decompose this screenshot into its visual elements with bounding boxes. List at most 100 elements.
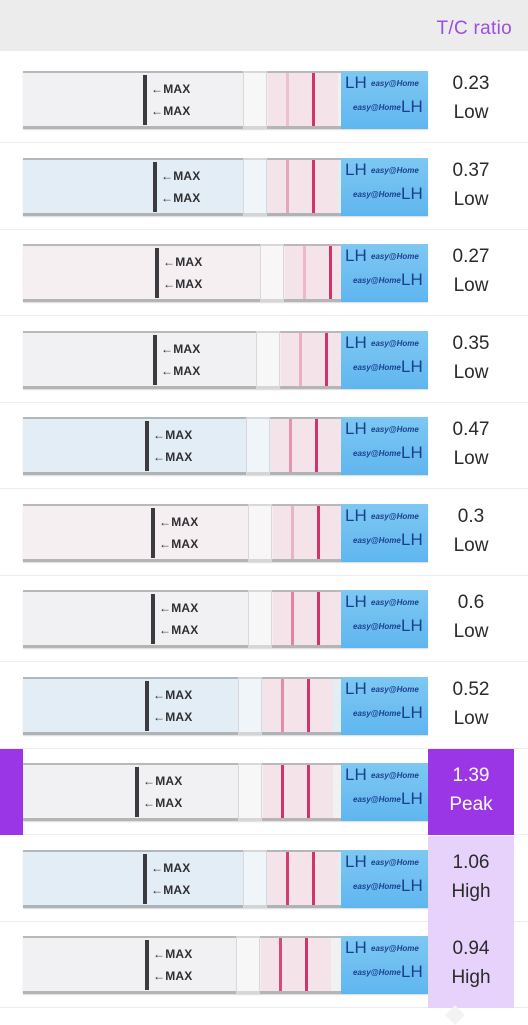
lh-label: LH (401, 616, 423, 635)
control-line (312, 73, 315, 126)
strip-bottom-edge (23, 645, 428, 648)
brand-label: easy@Home (353, 795, 401, 804)
lh-label: LH (345, 592, 367, 611)
result-window (268, 73, 338, 126)
max-line-marker (151, 507, 155, 558)
lh-level-label: Low (453, 188, 489, 210)
max-label: ←MAX (153, 969, 193, 983)
strip-top-edge (23, 763, 428, 765)
control-line (317, 505, 320, 559)
brand-logo-panel: LH easy@Home easy@Home LH (341, 503, 428, 562)
test-row[interactable]: ←MAX ←MAX LH easy@Home easy@Home LH 0.3 Low (0, 490, 528, 576)
result-window (263, 678, 333, 732)
control-line (307, 678, 310, 732)
brand-label: easy@Home (371, 252, 419, 261)
tc-ratio-value: 0.52 (452, 678, 490, 700)
strip-top-edge (23, 71, 428, 73)
max-label: ←MAX (161, 168, 201, 183)
max-label: ←MAX (163, 255, 203, 269)
brand-label: easy@Home (353, 276, 401, 285)
result-window (268, 159, 338, 213)
strip-bottom-edge (23, 472, 428, 475)
brand-label: easy@Home (371, 857, 419, 867)
control-line (317, 592, 320, 645)
test-line (303, 246, 306, 299)
test-row[interactable]: ←MAX ←MAX LH easy@Home easy@Home LH 1.06 High (0, 835, 528, 922)
lh-level-label: High (451, 880, 491, 902)
test-row[interactable]: ←MAX ←MAX LH easy@Home easy@Home LH 0.23 Low (0, 57, 528, 143)
max-label: ←MAX (151, 104, 191, 118)
test-row[interactable]: ←MAX ←MAX LH easy@Home easy@Home LH 0.94 High (0, 922, 528, 1008)
max-label: ←MAX (153, 450, 193, 464)
tc-ratio-cell: 0.23 Low (428, 57, 514, 143)
tc-ratio-cell: 0.6 Low (428, 576, 514, 662)
lh-label: LH (345, 678, 367, 698)
brand-logo-panel: LH easy@Home easy@Home LH (341, 417, 428, 475)
tc-ratio-cell: 1.06 High (428, 835, 514, 922)
lh-level-label: Low (453, 102, 489, 123)
brand-label: easy@Home (353, 189, 401, 199)
result-window (271, 419, 341, 472)
lh-label: LH (345, 505, 367, 525)
max-line-marker (155, 248, 159, 298)
test-row[interactable]: ←MAX ←MAX LH easy@Home easy@Home LH 1.39 Peak (0, 749, 528, 835)
tc-ratio-value: 0.23 (452, 73, 490, 94)
brand-logo-panel: LH easy@Home easy@Home LH (341, 676, 428, 735)
brand-logo-panel: LH easy@Home easy@Home LH (341, 936, 428, 994)
test-row[interactable]: ←MAX ←MAX LH easy@Home easy@Home LH 0.35 Low (0, 317, 528, 403)
tc-ratio-value: 0.6 (457, 592, 485, 613)
brand-label: easy@Home (353, 362, 401, 372)
lh-label: LH (345, 419, 367, 438)
test-row[interactable]: ←MAX ←MAX LH easy@Home easy@Home LH 0.47 Low (0, 403, 528, 489)
brand-logo-panel: LH easy@Home easy@Home LH (341, 330, 428, 389)
strip-pad-segment (256, 330, 280, 389)
test-line (299, 332, 302, 386)
control-line (325, 332, 328, 386)
brand-logo-panel: LH easy@Home easy@Home LH (341, 71, 428, 129)
test-row[interactable]: ←MAX ←MAX LH easy@Home easy@Home LH 0.37 Low (0, 144, 528, 230)
control-line (312, 159, 315, 213)
tc-ratio-cell: 0.3 Low (428, 490, 514, 576)
max-label: ←MAX (143, 774, 183, 788)
max-label: ←MAX (163, 277, 203, 291)
tc-ratio-cell: 0.35 Low (428, 317, 514, 403)
control-line (315, 419, 318, 472)
strip-top-edge (23, 849, 428, 852)
brand-label: easy@Home (371, 425, 419, 434)
lh-label: LH (345, 332, 367, 352)
test-row[interactable]: ←MAX ←MAX LH easy@Home easy@Home LH 0.6 Low (0, 576, 528, 662)
tc-ratio-value: 1.39 (452, 765, 490, 786)
max-line-marker (143, 75, 147, 125)
max-label: ←MAX (159, 536, 199, 551)
control-line (329, 246, 332, 299)
strip-pad-segment (260, 244, 284, 302)
max-label: ←MAX (153, 687, 193, 702)
strip-top-edge (23, 936, 428, 938)
test-strip-image: ←MAX ←MAX LH easy@Home easy@Home LH (23, 157, 428, 216)
result-window (273, 592, 343, 645)
brand-logo-panel: LH easy@Home easy@Home LH (341, 849, 428, 908)
lh-label: LH (401, 443, 423, 462)
max-line-marker (145, 680, 149, 731)
lh-label: LH (345, 73, 367, 92)
strip-pad-segment (248, 590, 272, 648)
max-label: ←MAX (161, 190, 201, 205)
max-label: ←MAX (153, 947, 193, 961)
max-line-marker (143, 853, 147, 904)
test-row[interactable]: ←MAX ←MAX LH easy@Home easy@Home LH 0.27 Low (0, 230, 528, 316)
lh-label: LH (401, 875, 423, 895)
test-row[interactable]: ←MAX ←MAX LH easy@Home easy@Home LH 0.52 Low (0, 663, 528, 749)
test-line (286, 851, 289, 905)
strip-bottom-edge (23, 904, 428, 908)
max-label: ←MAX (159, 623, 199, 637)
brand-label: easy@Home (371, 771, 419, 780)
result-window (273, 505, 343, 559)
brand-label: easy@Home (371, 684, 419, 694)
brand-logo-panel: LH easy@Home easy@Home LH (341, 590, 428, 648)
max-label: ←MAX (153, 428, 193, 442)
brand-label: easy@Home (353, 535, 401, 545)
test-line (281, 678, 284, 732)
lh-label: LH (345, 159, 367, 179)
max-label: ←MAX (161, 363, 201, 378)
strip-bottom-edge (23, 558, 428, 562)
